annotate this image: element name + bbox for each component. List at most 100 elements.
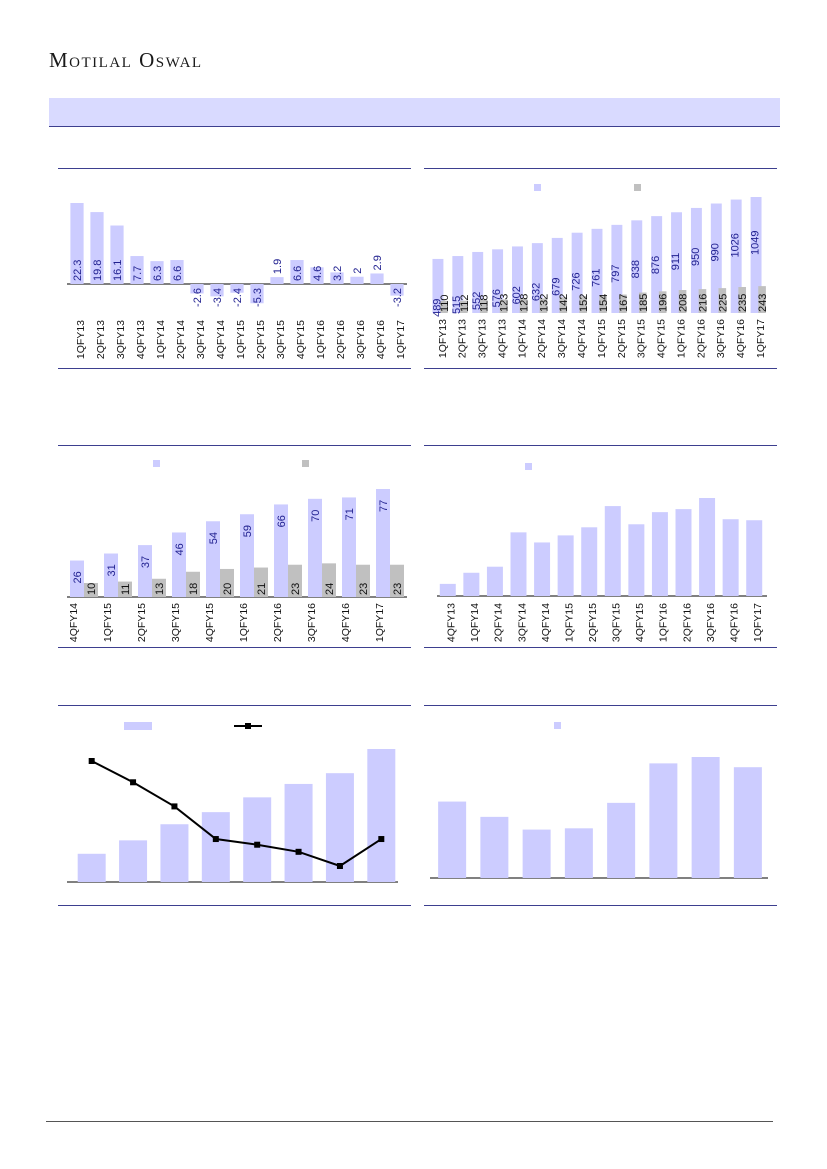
category-tick-label: 3QFY15 — [636, 319, 648, 358]
bar — [90, 212, 104, 284]
category-tick-label: 1QFY17 — [395, 320, 407, 359]
data-label: 838 — [630, 260, 642, 278]
category-tick-label: 2QFY14 — [175, 320, 187, 359]
category-tick-label: 1QFY13 — [75, 320, 87, 359]
category-tick-label: 3QFY14 — [516, 603, 528, 642]
category-tick-label: 2QFY15 — [587, 603, 599, 642]
bar — [510, 532, 527, 596]
category-tick-label: 4QFY16 — [735, 319, 747, 358]
category-tick-label: 3QFY13 — [115, 320, 127, 359]
category-tick-label: 1QFY14 — [469, 603, 481, 642]
bar — [342, 497, 356, 597]
bar — [310, 267, 324, 284]
category-tick-label: 3QFY13 — [477, 319, 489, 358]
bar — [186, 571, 200, 597]
bar — [512, 246, 523, 313]
data-label: 990 — [710, 243, 722, 261]
bar — [288, 564, 302, 597]
category-tick-label: 1QFY16 — [238, 603, 250, 642]
category-tick-label: 3QFY16 — [705, 603, 717, 642]
data-label: 225 — [717, 294, 729, 312]
bar — [160, 824, 189, 882]
data-label: 216 — [697, 294, 709, 312]
bar — [460, 300, 468, 313]
bar — [638, 292, 647, 313]
data-label: 726 — [570, 272, 582, 290]
category-tick-label: 4QFY14 — [68, 603, 80, 642]
bar — [564, 828, 593, 878]
category-tick-label: 1QFY17 — [755, 319, 767, 358]
data-label: 13 — [154, 583, 166, 595]
data-label: 118 — [479, 294, 491, 312]
category-tick-label: 4QFY13 — [135, 320, 147, 359]
category-tick-label: 2QFY14 — [493, 603, 505, 642]
bar — [746, 520, 763, 596]
legend-swatch — [124, 722, 152, 730]
data-label: 7.7 — [132, 266, 144, 281]
bar — [438, 801, 467, 878]
data-label: 19.8 — [92, 260, 104, 281]
bar — [472, 251, 484, 313]
category-tick-label: 2QFY16 — [272, 603, 284, 642]
bar — [698, 289, 707, 313]
data-label: 761 — [590, 268, 602, 286]
bar — [274, 504, 288, 597]
bar — [119, 840, 148, 882]
data-label: 552 — [471, 292, 483, 310]
category-tick-label: 3QFY16 — [306, 603, 318, 642]
data-label: 632 — [531, 283, 543, 301]
line-point — [378, 836, 385, 843]
bar — [254, 567, 268, 597]
data-label: 71 — [344, 508, 356, 520]
data-label: 679 — [551, 278, 563, 296]
data-label: 576 — [491, 289, 503, 307]
bar — [210, 284, 224, 297]
bar — [571, 232, 583, 313]
category-tick-label: 2QFY15 — [616, 319, 628, 358]
bar — [370, 273, 384, 284]
data-label: 70 — [310, 510, 322, 522]
bar — [110, 225, 124, 284]
category-tick-label: 3QFY15 — [611, 603, 623, 642]
line-point — [212, 836, 219, 843]
data-label: 54 — [208, 532, 220, 544]
bar — [170, 260, 184, 284]
bar — [70, 560, 84, 597]
data-label: 23 — [392, 583, 404, 595]
bar — [190, 284, 204, 294]
data-label: 185 — [638, 294, 650, 312]
category-tick-label: 1QFY16 — [315, 320, 327, 359]
data-label: 77 — [378, 500, 390, 512]
bar — [130, 256, 144, 284]
category-tick-label: 2QFY14 — [536, 319, 548, 358]
data-label: 1026 — [730, 233, 742, 257]
bar — [240, 514, 254, 597]
category-tick-label: 1QFY17 — [374, 603, 386, 642]
bar — [432, 258, 444, 313]
bar — [330, 272, 344, 284]
bar — [270, 277, 284, 284]
category-tick-label: 3QFY16 — [715, 319, 727, 358]
legend-swatch — [153, 460, 160, 467]
data-label: 22.3 — [72, 260, 84, 281]
bar — [718, 288, 727, 313]
bar — [722, 519, 739, 596]
bar — [390, 284, 404, 296]
data-label: 23 — [290, 583, 302, 595]
data-label: -3.2 — [392, 288, 404, 307]
data-label: 243 — [757, 294, 769, 312]
chart-bottom-rule — [424, 905, 777, 906]
data-label: 515 — [451, 296, 463, 314]
data-label: 16.1 — [112, 260, 124, 281]
legend-swatch — [302, 460, 309, 467]
category-tick-label: 3QFY15 — [275, 320, 287, 359]
bar — [104, 553, 118, 597]
bar — [750, 197, 762, 313]
data-label: 23 — [358, 583, 370, 595]
bar — [522, 829, 551, 878]
data-label: 6.6 — [172, 266, 184, 281]
category-tick-label: 1QFY15 — [596, 319, 608, 358]
chart-bottom-rule — [58, 905, 411, 906]
bar — [675, 509, 692, 596]
data-label: 3.2 — [332, 266, 344, 281]
